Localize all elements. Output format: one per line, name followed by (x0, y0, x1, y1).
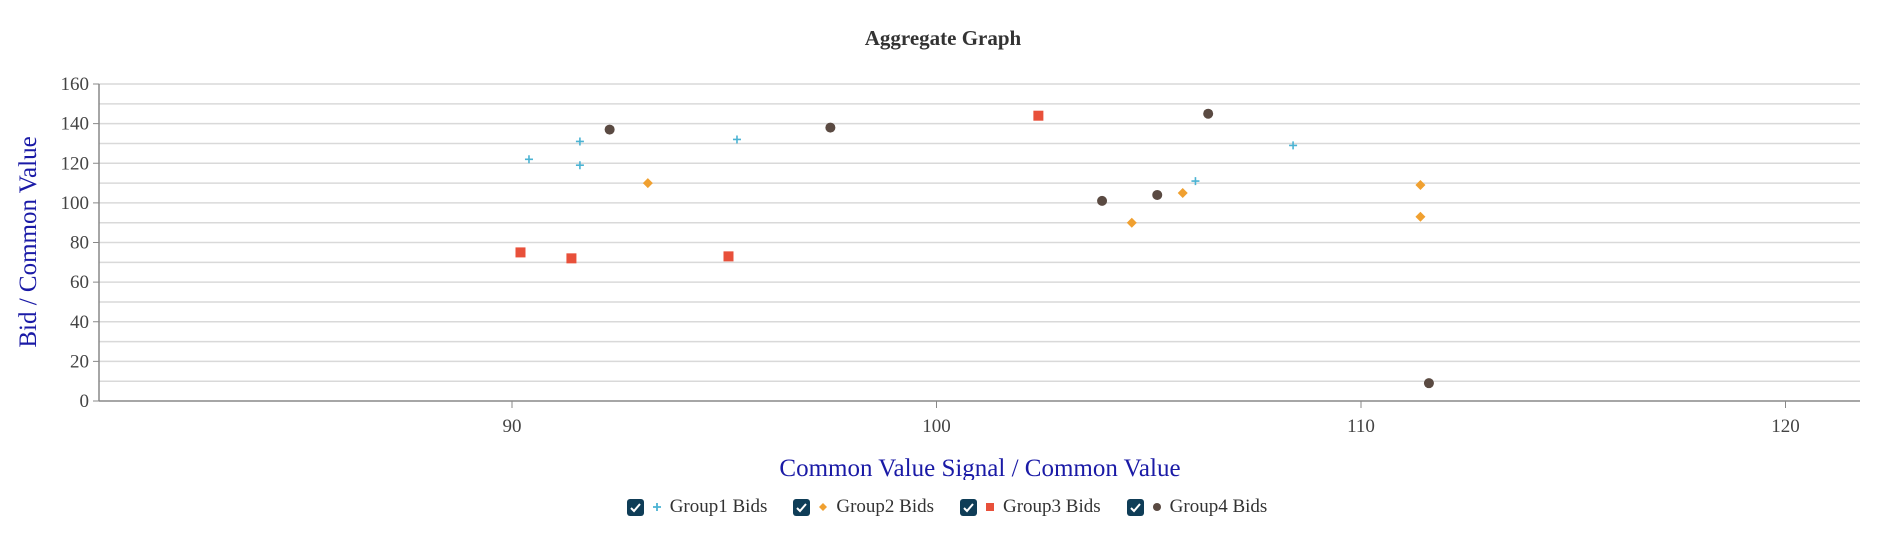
x-axis-ticks: 90 100 110 120 (503, 401, 1800, 437)
checkbox-group4[interactable] (1126, 498, 1144, 516)
data-point-group3 (1033, 110, 1044, 121)
legend-item-group4[interactable]: Group4 Bids (1126, 496, 1268, 518)
y-tick-label: 40 (70, 312, 89, 333)
data-point-group4 (1203, 108, 1214, 119)
checkmark-icon (1129, 502, 1141, 512)
data-point-group4 (1423, 378, 1434, 389)
data-point-group4 (825, 122, 836, 133)
data-point-group2 (1415, 211, 1426, 222)
data-point-group2 (1126, 217, 1137, 228)
y-axis-title: Bid / Common Value (15, 136, 42, 347)
data-point-group1 (524, 155, 533, 164)
x-tick-label: 110 (1347, 416, 1375, 437)
checkmark-icon (796, 502, 808, 512)
data-point-group2 (1415, 180, 1426, 191)
data-point-group3 (566, 253, 577, 264)
square-marker-icon (984, 501, 996, 513)
y-tick-label: 100 (61, 193, 90, 214)
y-tick-label: 60 (70, 272, 89, 293)
data-point-group1 (575, 137, 584, 146)
checkbox-group1[interactable] (626, 498, 644, 516)
data-point-group1 (1191, 177, 1200, 186)
legend-label-group1: Group1 Bids (669, 496, 768, 517)
y-tick-label: 140 (61, 114, 90, 135)
y-tick-label: 160 (61, 74, 90, 95)
data-points (515, 108, 1434, 389)
checkbox-group2[interactable] (793, 498, 811, 516)
data-point-group2 (1177, 187, 1188, 198)
legend: Group1 Bids Group2 Bids Group3 Bids Grou… (0, 492, 1894, 522)
legend-item-group1[interactable]: Group1 Bids (626, 496, 768, 518)
y-tick-label: 120 (61, 153, 90, 174)
checkbox-group3[interactable] (960, 498, 977, 516)
checkmark-icon (963, 502, 974, 512)
chart-title: Aggregate Graph (865, 26, 1022, 50)
scatter-chart: Aggregate Graph 0 20 40 60 80 100 120 140 160 90… (15, 26, 1860, 480)
checkmark-icon (629, 502, 641, 512)
x-axis-title: Common Value Signal / Common Value (779, 455, 1180, 480)
legend-label-group4: Group4 Bids (1169, 496, 1268, 517)
y-tick-label: 80 (70, 233, 89, 254)
data-point-group4 (604, 124, 615, 135)
x-tick-label: 100 (922, 416, 951, 437)
y-tick-label: 20 (70, 351, 89, 372)
x-tick-label: 90 (503, 416, 522, 437)
plus-marker-icon (651, 501, 663, 513)
data-point-group3 (723, 251, 734, 262)
data-point-group1 (575, 161, 584, 170)
circle-marker-icon (1151, 501, 1163, 513)
data-point-group4 (1152, 189, 1163, 200)
diamond-marker-icon (817, 501, 829, 513)
data-point-group3 (515, 247, 526, 258)
y-tick-label: 0 (80, 391, 90, 412)
grid-lines (99, 83, 1860, 382)
data-point-group1 (1289, 141, 1298, 150)
legend-label-group3: Group3 Bids (1003, 496, 1101, 517)
legend-label-group2: Group2 Bids (836, 496, 934, 517)
legend-item-group2[interactable]: Group2 Bids (793, 496, 934, 518)
data-point-group2 (642, 178, 653, 189)
x-tick-label: 120 (1771, 416, 1800, 437)
y-axis-ticks: 0 20 40 60 80 100 120 140 160 (61, 74, 99, 412)
legend-item-group3[interactable]: Group3 Bids (960, 496, 1101, 518)
data-point-group1 (732, 135, 741, 144)
data-point-group4 (1097, 195, 1108, 206)
